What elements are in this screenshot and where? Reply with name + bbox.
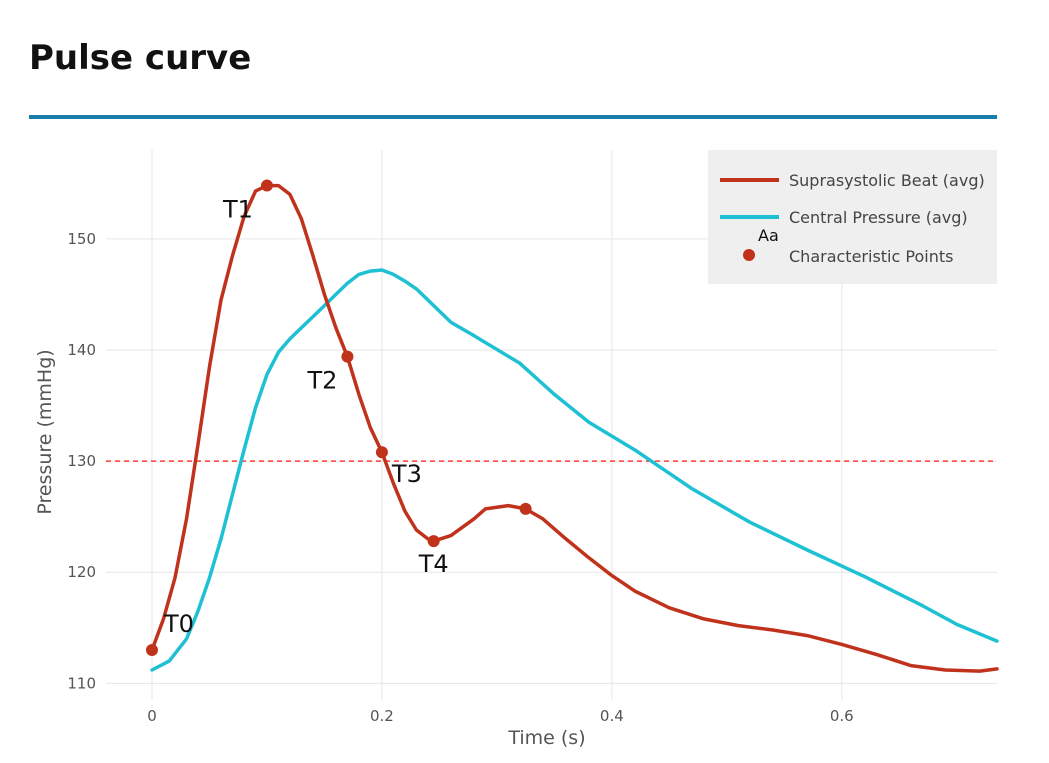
page-title: Pulse curve xyxy=(29,38,252,78)
x-tick-label: 0.6 xyxy=(830,707,854,725)
legend[interactable]: Suprasystolic Beat (avg) Central Pressur… xyxy=(708,150,997,284)
x-axis-title: Time (s) xyxy=(507,727,585,749)
point-label-t0: T0 xyxy=(163,610,194,638)
x-tick-label: 0 xyxy=(147,707,157,725)
characteristic-point xyxy=(260,179,273,192)
characteristic-point xyxy=(519,502,532,515)
legend-hint-text: Aa xyxy=(758,226,779,245)
x-tick-label: 0.4 xyxy=(600,707,624,725)
characteristic-point xyxy=(145,644,158,656)
y-tick-label: 110 xyxy=(67,674,96,692)
point-label-t2: T2 xyxy=(306,367,337,395)
legend-label-suprasystolic: Suprasystolic Beat (avg) xyxy=(789,171,985,190)
point-label-t3: T3 xyxy=(391,460,422,488)
x-tick-label: 0.2 xyxy=(370,707,394,725)
characteristic-point xyxy=(427,535,440,548)
characteristic-points xyxy=(145,179,532,656)
y-tick-label: 120 xyxy=(67,563,96,581)
legend-label-central: Central Pressure (avg) xyxy=(789,208,968,227)
point-label-t1: T1 xyxy=(222,196,253,224)
y-tick-label: 130 xyxy=(67,452,96,470)
characteristic-point xyxy=(375,446,388,459)
y-tick-label: 140 xyxy=(67,341,96,359)
characteristic-point-labels: T0 T1 T2 T3 T4 xyxy=(163,196,449,638)
suprasystolic-line xyxy=(150,183,999,673)
legend-label-points: Characteristic Points xyxy=(789,247,953,266)
y-tick-label: 150 xyxy=(67,230,96,248)
point-label-t4: T4 xyxy=(418,550,449,578)
y-axis-title: Pressure (mmHg) xyxy=(34,349,56,514)
series-lines xyxy=(150,183,999,673)
title-divider xyxy=(29,115,997,119)
y-tick-labels: 110 120 130 140 150 xyxy=(67,230,96,692)
central-pressure-line xyxy=(150,268,999,672)
legend-swatch-points xyxy=(743,249,755,261)
x-tick-labels: 0 0.2 0.4 0.6 xyxy=(147,707,854,725)
characteristic-point xyxy=(341,350,354,363)
